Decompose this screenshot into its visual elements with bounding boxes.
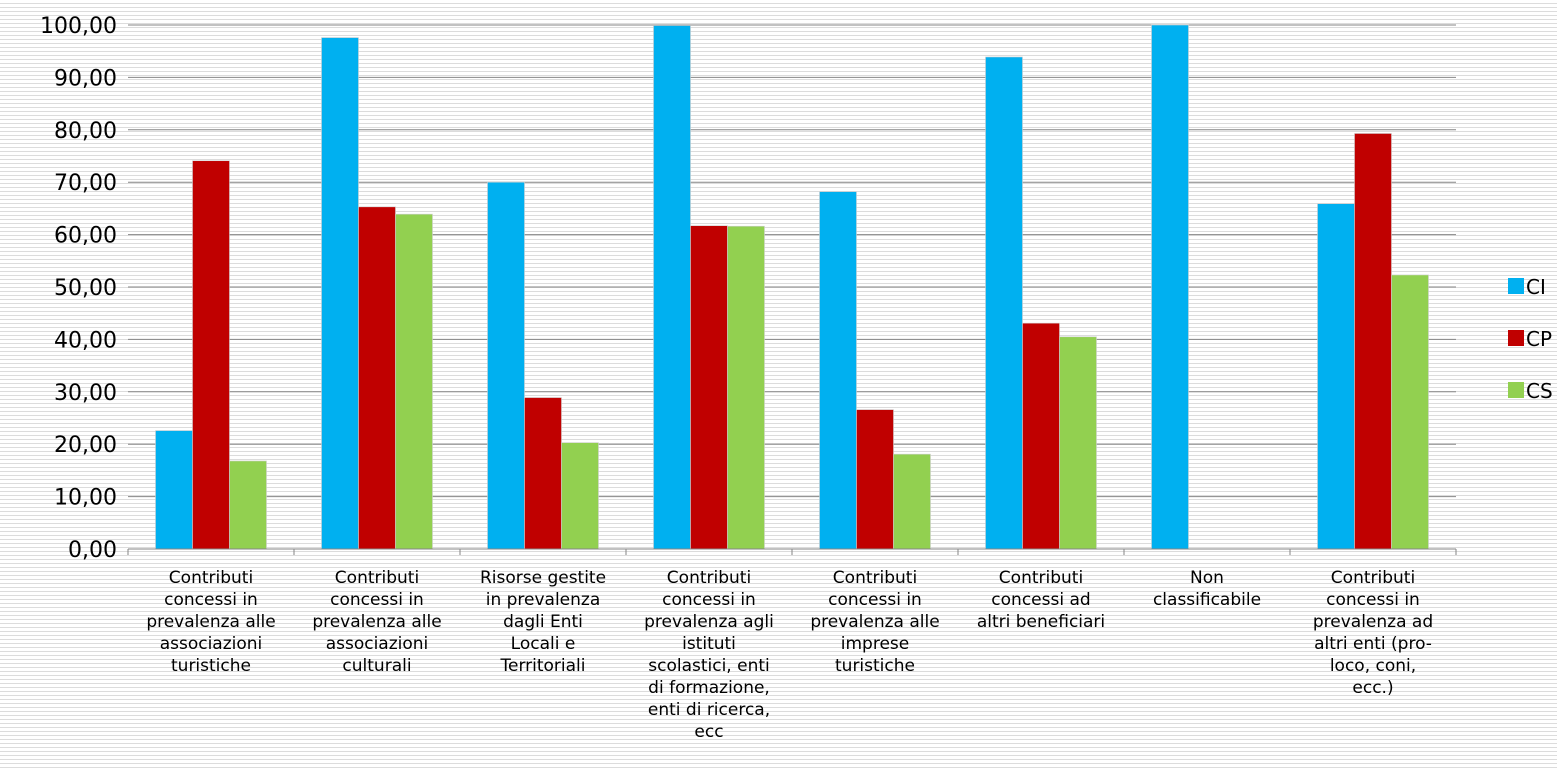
y-axis-tick-labels: 0,00 10,00 20,00 30,00 40,00 50,00 60,00 70,00 8… bbox=[40, 14, 117, 563]
category-label-line: scolastici, enti bbox=[648, 656, 770, 676]
bar-ci bbox=[819, 191, 857, 550]
category-label-line: altri enti (pro- bbox=[1314, 634, 1432, 654]
y-tick-label: 30,00 bbox=[54, 381, 117, 406]
bar-cs bbox=[1391, 274, 1429, 550]
category-label-line: prevalenza alle bbox=[146, 612, 275, 632]
bar-cs bbox=[1059, 336, 1097, 550]
category-label-line: in prevalenza bbox=[486, 590, 601, 610]
bar-ci bbox=[1151, 24, 1189, 550]
category-label: Contributi concessi in prevalenza alle impr… bbox=[810, 568, 939, 676]
category-label-line: concessi in bbox=[828, 590, 922, 610]
bar-cs bbox=[561, 442, 599, 550]
category-label-line: Contributi bbox=[833, 568, 917, 588]
category-label-line: concessi in bbox=[662, 590, 756, 610]
x-axis-category-labels: Contributi concessi in prevalenza alle asso… bbox=[146, 568, 1433, 742]
legend-label-cp: CP bbox=[1526, 327, 1552, 351]
y-tick-label: 80,00 bbox=[54, 119, 117, 144]
category-label-line: imprese bbox=[841, 634, 909, 654]
x-axis bbox=[127, 548, 1457, 555]
legend-swatch-cs bbox=[1508, 382, 1524, 398]
y-tick-label: 90,00 bbox=[54, 66, 117, 91]
bar-ci bbox=[155, 430, 193, 550]
category-label-line: Contributi bbox=[169, 568, 253, 588]
category-label-line: Risorse gestite bbox=[480, 568, 606, 588]
category-label-line: Contributi bbox=[999, 568, 1083, 588]
y-tick-label: 70,00 bbox=[54, 171, 117, 196]
category-label-line: concessi in bbox=[330, 590, 424, 610]
legend-swatch-cp bbox=[1508, 330, 1524, 346]
category-label-line: Contributi bbox=[335, 568, 419, 588]
category-label-line: associazioni bbox=[160, 634, 263, 654]
category-label: Contributi concessi in prevalenza ad altri … bbox=[1313, 568, 1433, 698]
category-label-line: prevalenza ad bbox=[1313, 612, 1433, 632]
category-label-line: classificabile bbox=[1153, 590, 1261, 610]
category-label-line: altri beneficiari bbox=[977, 612, 1105, 632]
bar-cs bbox=[395, 213, 433, 550]
bar-cs bbox=[229, 460, 267, 550]
y-tick-label: 100,00 bbox=[40, 14, 117, 39]
y-tick-label: 0,00 bbox=[68, 538, 117, 563]
legend: CI CP CS bbox=[1508, 275, 1553, 403]
category-label-line: concessi ad bbox=[991, 590, 1090, 610]
bar-cp bbox=[358, 206, 396, 550]
category-label-line: dagli Enti bbox=[503, 612, 583, 632]
legend-swatch-ci bbox=[1508, 278, 1524, 294]
bar-ci bbox=[653, 25, 691, 550]
legend-label-ci: CI bbox=[1526, 275, 1546, 299]
bar-ci bbox=[1317, 203, 1355, 550]
category-label-line: Contributi bbox=[667, 568, 751, 588]
category-label: Contributi concessi ad altri beneficiari bbox=[977, 568, 1105, 632]
category-label-line: prevalenza alle bbox=[810, 612, 939, 632]
category-label: Contributi concessi in prevalenza alle asso… bbox=[312, 568, 441, 676]
y-tick-label: 40,00 bbox=[54, 328, 117, 353]
bar-cs bbox=[727, 225, 765, 550]
bar-ci bbox=[487, 181, 525, 550]
bar-cs bbox=[893, 453, 931, 550]
category-label-line: Locali e bbox=[511, 634, 576, 654]
category-label-line: Contributi bbox=[1331, 568, 1415, 588]
bar-cp bbox=[1022, 322, 1060, 550]
category-label-line: Territoriali bbox=[500, 656, 586, 676]
category-label: Non classificabile bbox=[1153, 568, 1261, 610]
category-label-line: istituti bbox=[682, 634, 736, 654]
y-tick-label: 20,00 bbox=[54, 433, 117, 458]
bar-cp bbox=[192, 160, 230, 550]
category-label-line: concessi in bbox=[1326, 590, 1420, 610]
bar-cp bbox=[856, 409, 894, 550]
category-label-line: turistiche bbox=[171, 656, 251, 676]
category-label-line: loco, coni, bbox=[1330, 656, 1416, 676]
y-tick-label: 50,00 bbox=[54, 276, 117, 301]
y-tick-label: 60,00 bbox=[54, 224, 117, 249]
category-label-line: enti di ricerca, bbox=[648, 700, 770, 720]
bar-ci bbox=[985, 56, 1023, 550]
category-label: Contributi concessi in prevalenza alle asso… bbox=[146, 568, 275, 676]
category-label-line: prevalenza alle bbox=[312, 612, 441, 632]
category-label-line: associazioni bbox=[326, 634, 429, 654]
category-label-line: di formazione, bbox=[648, 678, 770, 698]
category-label-line: Non bbox=[1190, 568, 1224, 588]
category-label-line: ecc.) bbox=[1352, 678, 1393, 698]
category-label-line: concessi in bbox=[164, 590, 258, 610]
category-label: Risorse gestite in prevalenza dagli Enti Lo… bbox=[480, 568, 606, 676]
bars bbox=[155, 24, 1429, 550]
bar-cp bbox=[524, 397, 562, 550]
bar-ci bbox=[321, 37, 359, 550]
category-label-line: culturali bbox=[342, 656, 411, 676]
category-label-line: ecc bbox=[694, 722, 723, 742]
bar-cp bbox=[1354, 133, 1392, 550]
bar-cp bbox=[690, 225, 728, 550]
legend-label-cs: CS bbox=[1526, 379, 1553, 403]
category-label-line: turistiche bbox=[835, 656, 915, 676]
category-label-line: prevalenza agli bbox=[644, 612, 774, 632]
y-tick-label: 10,00 bbox=[54, 486, 117, 511]
category-label: Contributi concessi in prevalenza agli isti… bbox=[644, 568, 774, 742]
